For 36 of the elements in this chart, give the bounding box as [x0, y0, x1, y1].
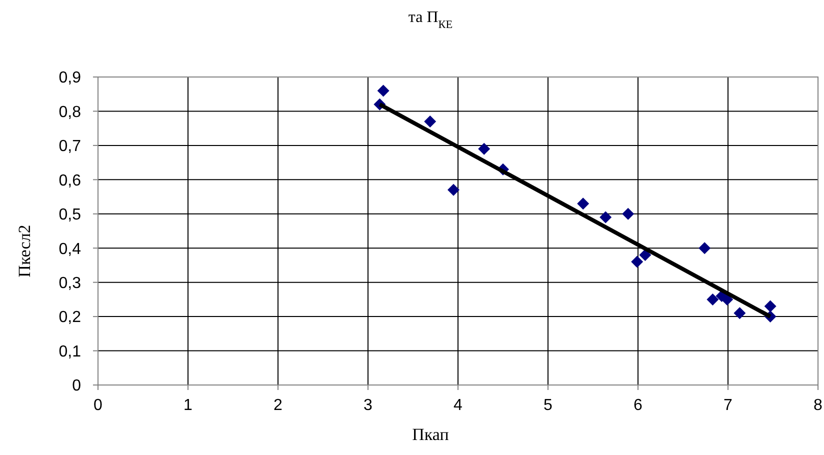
x-axis-title: Пкап	[412, 425, 449, 444]
y-axis-title: Пкесл2	[15, 224, 34, 278]
y-tick-label: 0,5	[58, 206, 82, 224]
y-tick-label: 0,7	[58, 138, 82, 156]
point	[698, 242, 711, 254]
point	[377, 84, 390, 97]
point	[600, 211, 612, 224]
y-tick-label: 0	[72, 378, 82, 395]
point	[478, 142, 490, 155]
point	[448, 184, 460, 196]
x-tick-label: 1	[184, 397, 193, 414]
point	[734, 307, 746, 320]
point	[706, 293, 719, 306]
x-tick-label: 8	[814, 397, 823, 414]
x-tick-label: 5	[544, 397, 553, 414]
y-tick-label: 0,9	[58, 70, 82, 87]
chart-title: та П$_{КЕ}$	[408, 9, 453, 31]
x-tick-label: 6	[634, 397, 643, 414]
y-tick-label: 0,8	[58, 104, 82, 121]
point	[721, 293, 734, 306]
point	[764, 300, 776, 312]
x-tick-label: 2	[274, 397, 283, 414]
point	[639, 248, 652, 261]
x-tick-label: 7	[724, 397, 733, 414]
point	[631, 256, 644, 268]
y-tick-label: 0,3	[58, 275, 82, 292]
x-tick-label: 0	[94, 397, 103, 414]
x-tick-label: 3	[364, 397, 373, 414]
y-tick-label: 0,4	[58, 240, 82, 258]
y-tick-label: 0,1	[58, 343, 82, 360]
point	[622, 208, 634, 220]
y-tick-label: 0,6	[58, 172, 82, 190]
point	[424, 115, 436, 128]
x-tick-label: 4	[454, 397, 463, 414]
y-tick-label: 0,2	[58, 309, 82, 326]
point	[577, 198, 590, 210]
